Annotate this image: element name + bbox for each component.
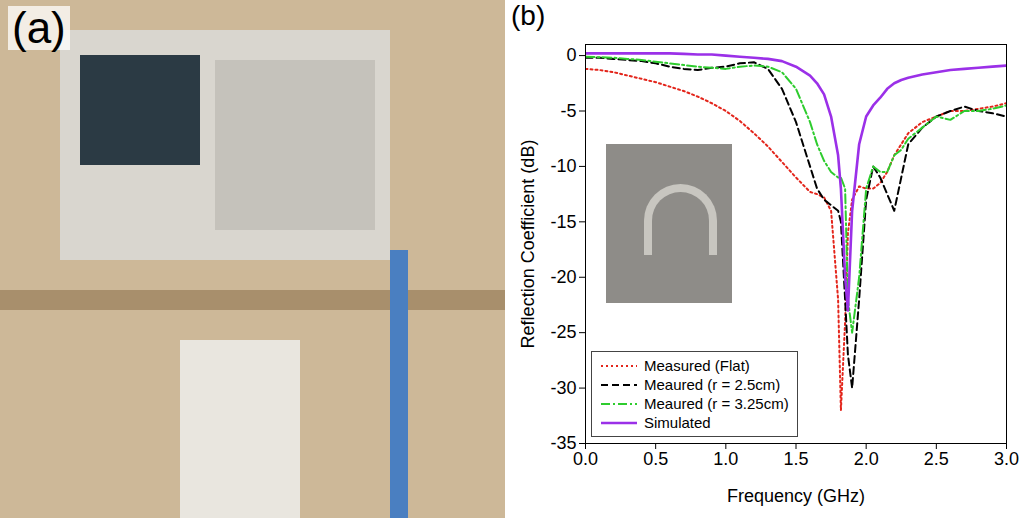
svg-text:0: 0 — [566, 45, 576, 65]
svg-text:0.5: 0.5 — [643, 449, 668, 469]
svg-text:-25: -25 — [550, 322, 576, 342]
svg-text:3.0: 3.0 — [994, 449, 1019, 469]
svg-text:Reflection Coefficient (dB): Reflection Coefficient (dB) — [518, 140, 538, 349]
svg-text:1.5: 1.5 — [783, 449, 808, 469]
svg-text:2.0: 2.0 — [854, 449, 879, 469]
html-text:(b): (b) — [511, 0, 546, 31]
html-text:Meaured (r = 3.25cm): Meaured (r = 3.25cm) — [644, 395, 789, 412]
html-text:Measured (Flat): Measured (Flat) — [644, 357, 750, 374]
svg-text:2.5: 2.5 — [924, 449, 949, 469]
html-text:Meaured (r = 2.5cm): Meaured (r = 2.5cm) — [644, 376, 781, 393]
svg-text:-5: -5 — [560, 101, 576, 121]
html-text:Simulated: Simulated — [644, 414, 711, 431]
svg-text:-20: -20 — [550, 267, 576, 287]
svg-text:-30: -30 — [550, 378, 576, 398]
svg-text:-35: -35 — [550, 433, 577, 454]
svg-text:-15: -15 — [550, 212, 576, 232]
svg-text:Frequency (GHz): Frequency (GHz) — [727, 486, 865, 506]
html-text:(a): (a) — [12, 3, 66, 52]
svg-text:-10: -10 — [550, 156, 576, 176]
svg-text:1.0: 1.0 — [713, 449, 738, 469]
svg-text:0.0: 0.0 — [573, 449, 598, 469]
